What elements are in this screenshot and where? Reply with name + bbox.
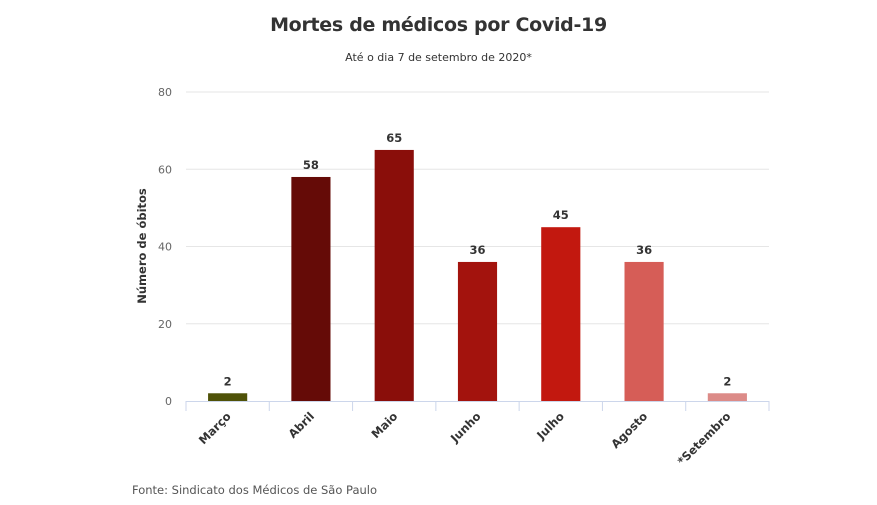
source-note: Fonte: Sindicato dos Médicos de São Paul… xyxy=(132,483,378,497)
x-tick-label: *Setembro xyxy=(675,409,734,468)
data-label: 2 xyxy=(224,374,232,388)
x-tick-label: Junho xyxy=(447,409,484,446)
chart-subtitle: Até o dia 7 de setembro de 2020* xyxy=(345,51,532,64)
data-label: 58 xyxy=(303,158,319,172)
chart-title: Mortes de médicos por Covid-19 xyxy=(270,14,607,36)
x-tick-label: Julho xyxy=(533,409,567,443)
data-label: 2 xyxy=(723,374,731,388)
bar-3[interactable] xyxy=(457,261,498,401)
data-label: 36 xyxy=(469,243,485,257)
y-tick-label: 20 xyxy=(158,318,172,331)
y-tick-label: 0 xyxy=(165,395,172,408)
x-tick-label: Abril xyxy=(285,409,317,441)
x-tick-label: Março xyxy=(196,409,234,447)
data-label: 36 xyxy=(636,243,652,257)
y-axis-label: Número de óbitos xyxy=(135,188,149,304)
bar-6[interactable] xyxy=(707,393,747,401)
bar-2[interactable] xyxy=(374,149,414,401)
bar-0[interactable] xyxy=(208,393,248,401)
y-tick-label: 80 xyxy=(158,86,172,99)
y-axis-ticks: 0 20 40 60 80 xyxy=(158,86,172,408)
x-tick-label: Maio xyxy=(368,409,400,441)
x-tick-label: Agosto xyxy=(608,409,650,451)
x-axis: Março Abril Maio Junho Julho Agosto *Setembro xyxy=(185,401,770,468)
y-tick-label: 60 xyxy=(158,163,172,176)
bar-1[interactable] xyxy=(291,176,331,401)
y-tick-label: 40 xyxy=(158,241,172,254)
bars: 2 58 65 36 45 36 2 xyxy=(208,131,747,401)
data-label: 65 xyxy=(386,131,402,145)
bar-5[interactable] xyxy=(624,261,664,401)
data-label: 45 xyxy=(553,208,569,222)
bar-4[interactable] xyxy=(541,227,581,401)
